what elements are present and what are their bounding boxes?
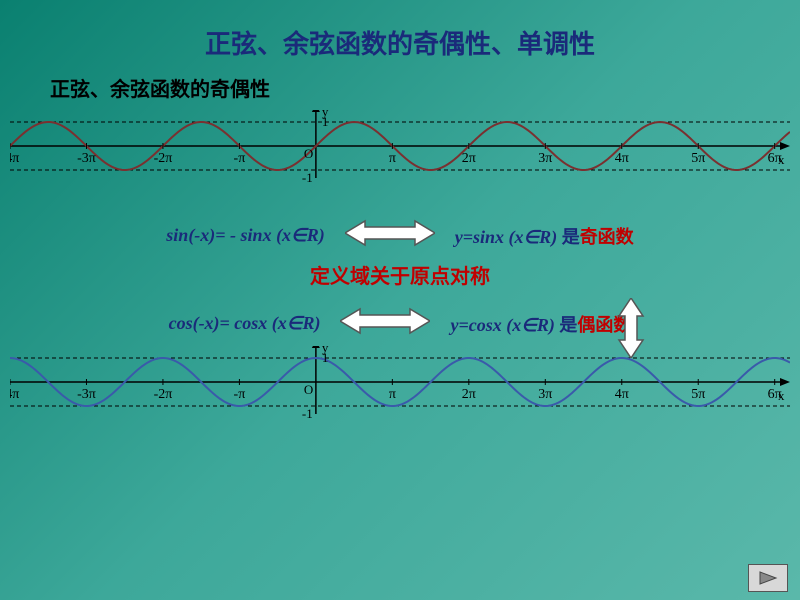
sin-right-type: 奇函数 bbox=[580, 227, 634, 247]
svg-text:-2π: -2π bbox=[154, 387, 173, 402]
double-arrow-icon bbox=[340, 307, 430, 340]
svg-text:π: π bbox=[389, 387, 396, 402]
svg-text:4π: 4π bbox=[615, 151, 629, 166]
svg-text:5π: 5π bbox=[691, 387, 705, 402]
svg-text:-π: -π bbox=[234, 151, 246, 166]
svg-text:x: x bbox=[778, 152, 785, 167]
double-arrow-icon bbox=[345, 219, 435, 252]
cos-right-prefix: y=cosx (x∈R) bbox=[450, 315, 559, 335]
svg-text:-π: -π bbox=[234, 387, 246, 402]
section-subtitle: 正弦、余弦函数的奇偶性 bbox=[0, 61, 800, 102]
svg-text:-2π: -2π bbox=[154, 151, 173, 166]
svg-text:-1: -1 bbox=[302, 406, 313, 421]
svg-text:O: O bbox=[304, 146, 313, 161]
svg-text:x: x bbox=[778, 388, 785, 403]
page-title: 正弦、余弦函数的奇偶性、单调性 bbox=[0, 0, 800, 61]
sine-plot: -4π-3π-2π-ππ2π3π4π5π6π1-1Oyx bbox=[10, 110, 790, 200]
cos-identity: cos(-x)= cosx (x∈R) bbox=[169, 313, 321, 334]
cos-formula-row: cos(-x)= cosx (x∈R) y=cosx (x∈R) 是偶函数 bbox=[0, 307, 800, 340]
svg-text:π: π bbox=[389, 151, 396, 166]
svg-text:y: y bbox=[322, 110, 329, 119]
sine-chart: -4π-3π-2π-ππ2π3π4π5π6π1-1Oyx bbox=[10, 110, 790, 205]
svg-text:-4π: -4π bbox=[10, 151, 19, 166]
svg-text:-3π: -3π bbox=[77, 387, 96, 402]
svg-text:2π: 2π bbox=[462, 151, 476, 166]
cosine-chart: -4π-3π-2π-ππ2π3π4π5π6π1-1Oyx bbox=[10, 346, 790, 441]
domain-symmetry-text: 定义域关于原点对称 bbox=[0, 260, 800, 289]
svg-text:3π: 3π bbox=[538, 387, 552, 402]
cos-parity: y=cosx (x∈R) 是偶函数 bbox=[450, 311, 631, 337]
sin-right-is: 是 bbox=[562, 227, 580, 247]
next-button[interactable] bbox=[748, 564, 788, 592]
svg-text:-3π: -3π bbox=[77, 151, 96, 166]
svg-text:-4π: -4π bbox=[10, 387, 19, 402]
svg-text:O: O bbox=[304, 382, 313, 397]
sin-identity: sin(-x)= - sinx (x∈R) bbox=[166, 225, 324, 246]
svg-text:5π: 5π bbox=[691, 151, 705, 166]
svg-text:3π: 3π bbox=[538, 151, 552, 166]
svg-text:-1: -1 bbox=[302, 170, 313, 185]
play-icon bbox=[758, 571, 778, 585]
sin-formula-row: sin(-x)= - sinx (x∈R) y=sinx (x∈R) 是奇函数 bbox=[0, 219, 800, 252]
svg-text:2π: 2π bbox=[462, 387, 476, 402]
svg-text:y: y bbox=[322, 346, 329, 355]
svg-text:4π: 4π bbox=[615, 387, 629, 402]
cosine-plot: -4π-3π-2π-ππ2π3π4π5π6π1-1Oyx bbox=[10, 346, 790, 436]
sin-right-prefix: y=sinx (x∈R) bbox=[455, 227, 562, 247]
sin-parity: y=sinx (x∈R) 是奇函数 bbox=[455, 223, 634, 249]
cos-right-is: 是 bbox=[559, 315, 577, 335]
